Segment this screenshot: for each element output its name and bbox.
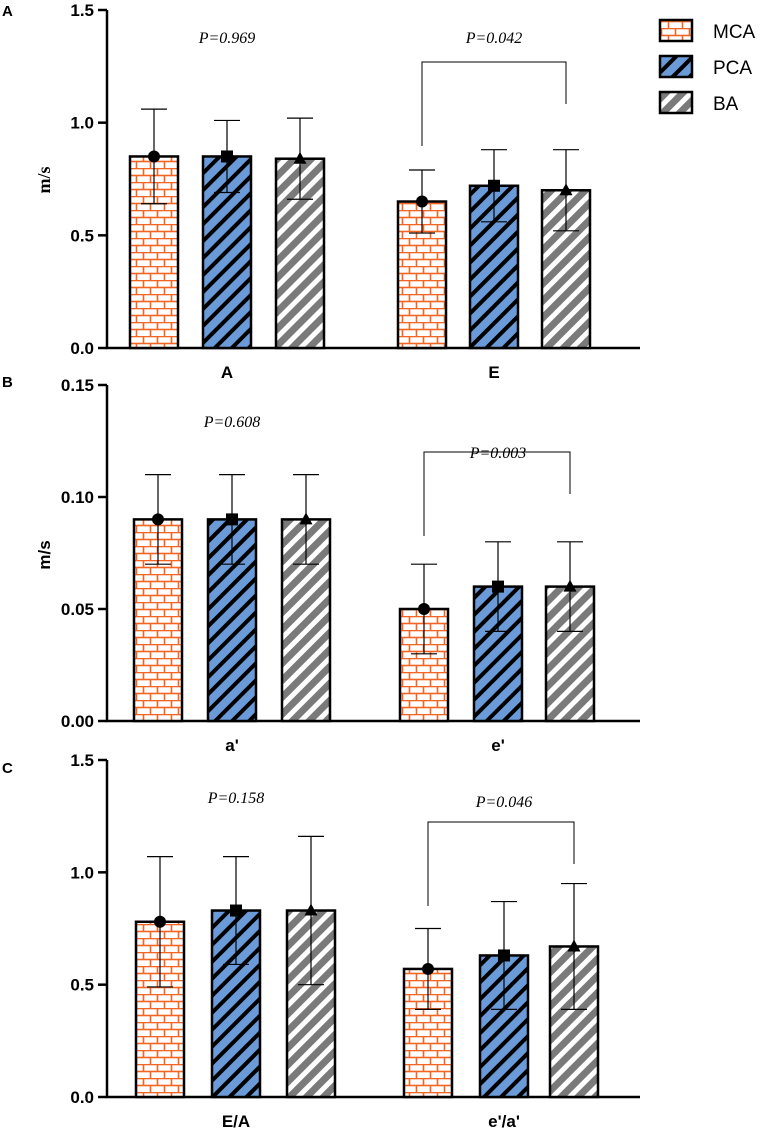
point-circle <box>416 195 428 208</box>
point-triangle <box>567 939 581 952</box>
legend-mca-label: MCA <box>713 22 756 43</box>
y-tick-label: 0.5 <box>70 226 94 245</box>
y-tick-label: 1.0 <box>70 863 94 882</box>
p-value-label: P=0.003 <box>469 445 527 462</box>
point-circle <box>148 150 160 163</box>
point-square <box>230 904 242 917</box>
panel-c-label: C <box>2 760 13 777</box>
y-tick-label: 0.10 <box>61 488 94 507</box>
point-triangle <box>304 903 318 916</box>
y-tick-label: 0.00 <box>61 712 94 731</box>
legend: MCA PCA BA <box>658 18 756 115</box>
legend-pca-label: PCA <box>713 58 752 79</box>
panel-a: A m/s 0.0 0.5 1.0 1.5 A P=0.969 E P=0.042 <box>2 1 640 382</box>
point-square <box>498 949 510 962</box>
category-label: E/A <box>222 1112 250 1131</box>
y-tick-label: 0.5 <box>70 976 94 995</box>
point-circle <box>422 962 434 975</box>
point-square <box>226 513 238 526</box>
legend-ba-swatch <box>658 90 694 115</box>
y-tick-label: 0.0 <box>70 1088 94 1107</box>
point-square <box>488 179 500 192</box>
point-triangle <box>293 151 307 164</box>
point-triangle <box>563 579 577 592</box>
y-tick-label: 1.5 <box>70 1 94 20</box>
significance-bracket <box>421 61 567 146</box>
panel-a-label: A <box>2 3 13 20</box>
significance-bracket <box>423 451 571 536</box>
panel-b-label: B <box>2 374 13 391</box>
point-circle <box>152 513 164 526</box>
category-label: A <box>221 363 233 382</box>
category-label: e' <box>491 736 505 755</box>
legend-ba-label: BA <box>713 94 739 115</box>
significance-bracket <box>427 821 575 906</box>
p-value-label: P=0.046 <box>475 794 533 811</box>
panel-a-ylabel: m/s <box>34 167 54 194</box>
y-tick-label: 0.15 <box>61 376 94 395</box>
legend-mca-swatch <box>658 18 694 43</box>
y-tick-label: 1.0 <box>70 114 94 133</box>
category-label: e'/a' <box>488 1112 520 1131</box>
point-square <box>492 580 504 593</box>
point-circle <box>154 915 166 928</box>
point-square <box>221 150 233 163</box>
p-value-label: P=0.969 <box>198 30 256 47</box>
panel-c: C 0.0 0.5 1.0 1.5 E/A P=0.158 e'/a' P=0.046 <box>2 751 640 1131</box>
category-label: E <box>488 363 499 382</box>
panel-b: B m/s 0.00 0.05 0.10 0.15 a' P=0.608 e' P=0.003 <box>2 374 640 755</box>
category-label: a' <box>225 736 239 755</box>
panel-b-ylabel: m/s <box>35 540 54 569</box>
p-value-label: P=0.158 <box>207 790 265 807</box>
p-value-label: P=0.042 <box>465 30 523 47</box>
p-value-label: P=0.608 <box>203 414 261 431</box>
y-tick-label: 0.0 <box>70 339 94 358</box>
point-triangle <box>299 512 313 525</box>
point-circle <box>418 603 430 615</box>
y-tick-label: 0.05 <box>61 600 94 619</box>
point-triangle <box>559 183 573 196</box>
y-tick-label: 1.5 <box>70 751 94 770</box>
bar-mca <box>134 920 186 1099</box>
legend-pca-swatch <box>658 54 694 79</box>
